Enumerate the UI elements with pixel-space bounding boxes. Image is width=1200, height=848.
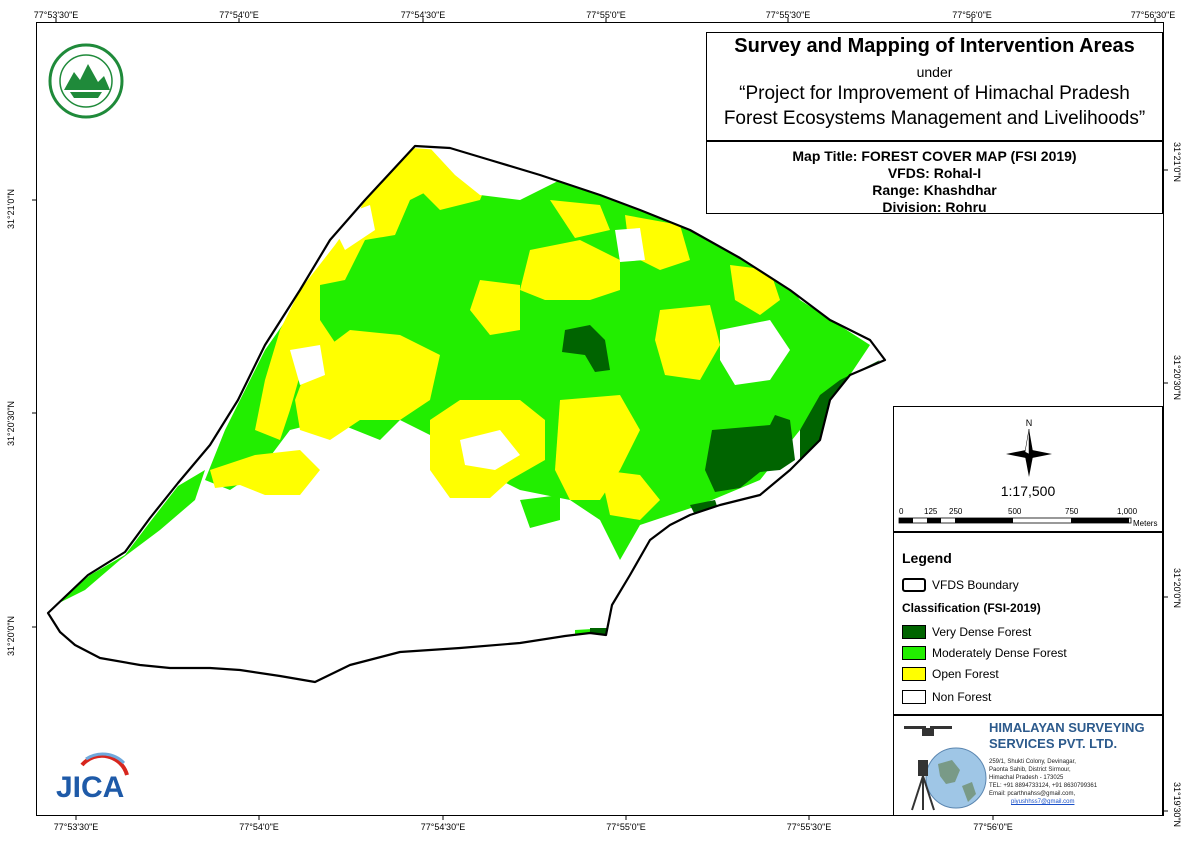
legend-box: Legend VFDS Boundary Classification (FSI… bbox=[893, 532, 1163, 715]
scale-ratio: 1:17,500 bbox=[1000, 483, 1056, 499]
scale-tick-label: 0 bbox=[899, 507, 904, 516]
title-under: under bbox=[916, 64, 953, 80]
company-address: 259/1, Shukti Colony, Devinagar, Paonta … bbox=[989, 758, 1097, 806]
vfds-boundary bbox=[46, 144, 887, 684]
lon-tick-label: 77°54'30"E bbox=[420, 822, 466, 832]
scale-tick-label: 125 bbox=[924, 507, 938, 516]
forest-cover-map[interactable] bbox=[37, 23, 1163, 815]
legend-label: Non Forest bbox=[932, 690, 992, 704]
legend-label: Moderately Dense Forest bbox=[932, 646, 1067, 660]
lon-tick-label: 77°55'0"E bbox=[606, 822, 646, 832]
lat-tick-label: 31°21'0"N bbox=[6, 188, 16, 229]
company-name: HIMALAYAN SURVEYING SERVICES PVT. LTD. bbox=[989, 720, 1145, 752]
company-box: HIMALAYAN SURVEYING SERVICES PVT. LTD. 2… bbox=[893, 715, 1163, 816]
lon-tick-label: 77°54'0"E bbox=[219, 10, 259, 20]
company-name-line-1: HIMALAYAN SURVEYING bbox=[989, 720, 1145, 735]
company-email-2[interactable]: piyushhss7@gmail.com bbox=[1011, 799, 1075, 805]
project-title-line-1: “Project for Improvement of Himachal Pra… bbox=[739, 83, 1130, 104]
non-forest-swatch bbox=[902, 690, 926, 704]
lon-tick-label: 77°54'0"E bbox=[239, 822, 279, 832]
very-dense-forest-area bbox=[562, 325, 880, 640]
address-line: 259/1, Shukti Colony, Devinagar, bbox=[989, 759, 1076, 765]
scale-tick-label: 750 bbox=[1065, 507, 1079, 516]
company-phone: TEL: +91 8894733124, +91 8630799361 bbox=[989, 783, 1098, 789]
division-name: Division: Rohru bbox=[882, 199, 987, 215]
lat-tick-label: 31°20'30"N bbox=[6, 400, 16, 446]
title-box: Survey and Mapping of Intervention Areas… bbox=[706, 32, 1163, 141]
legend-label: Very Dense Forest bbox=[932, 625, 1032, 639]
scale-bar: 0 125 250 500 750 1,000 Meters bbox=[898, 507, 1157, 528]
scale-box: N 1:17,500 0 125 250 500 750 1,000 Meter… bbox=[893, 406, 1163, 532]
map-title: Map Title: FOREST COVER MAP (FSI 2019) bbox=[792, 148, 1077, 164]
forest-department-logo bbox=[48, 43, 124, 119]
lon-tick-label: 77°54'30"E bbox=[400, 10, 446, 20]
company-logo bbox=[904, 726, 987, 811]
very-dense-swatch bbox=[902, 625, 926, 639]
project-title-line-2: Forest Ecosystems Management and Livelih… bbox=[723, 108, 1146, 129]
open-forest-swatch bbox=[902, 667, 926, 681]
map-info-box: Map Title: FOREST COVER MAP (FSI 2019) V… bbox=[706, 141, 1163, 215]
legend-label: Open Forest bbox=[932, 667, 999, 681]
lon-tick-label: 77°53'30"E bbox=[53, 822, 99, 832]
svg-text:JICA: JICA bbox=[56, 771, 124, 804]
scale-tick-label: 1,000 bbox=[1117, 507, 1138, 516]
north-label: N bbox=[1026, 418, 1033, 428]
range-name: Range: Khashdhar bbox=[872, 182, 997, 198]
moderately-dense-swatch bbox=[902, 646, 926, 660]
main-title: Survey and Mapping of Intervention Areas bbox=[734, 35, 1135, 57]
boundary-swatch bbox=[902, 578, 926, 592]
lat-tick-label: 31°21'0"N bbox=[1172, 142, 1182, 183]
classification-title: Classification (FSI-2019) bbox=[902, 601, 1041, 615]
scale-unit: Meters bbox=[1133, 519, 1157, 528]
lon-tick-label: 77°55'30"E bbox=[786, 822, 832, 832]
lat-tick-label: 31°19'30"N bbox=[1172, 782, 1182, 828]
address-line: Paonta Sahib, District Sirmour, bbox=[989, 767, 1071, 773]
lon-tick-label: 77°55'30"E bbox=[765, 10, 811, 20]
jica-logo: JICA bbox=[56, 752, 129, 804]
address-line: Himachal Pradesh - 173025 bbox=[989, 775, 1064, 781]
scale-tick-label: 250 bbox=[949, 507, 963, 516]
vfds-name: VFDS: Rohal-I bbox=[887, 165, 982, 181]
lon-tick-label: 77°56'30"E bbox=[1130, 10, 1176, 20]
lat-tick-label: 31°20'0"N bbox=[1172, 568, 1182, 609]
scale-tick-label: 500 bbox=[1008, 507, 1022, 516]
lon-tick-label: 77°55'0"E bbox=[586, 10, 626, 20]
lon-tick-label: 77°56'0"E bbox=[952, 10, 992, 20]
legend-title: Legend bbox=[902, 550, 952, 566]
company-email-1[interactable]: Email: pcarthnahss@gmail.com, bbox=[989, 791, 1076, 797]
legend-label: VFDS Boundary bbox=[932, 578, 1019, 592]
map-neatline bbox=[36, 22, 1164, 816]
compass-rose-icon: N bbox=[1006, 418, 1052, 477]
lon-tick-label: 77°56'0"E bbox=[973, 822, 1013, 832]
lon-tick-label: 77°53'30"E bbox=[33, 10, 79, 20]
lat-tick-label: 31°20'30"N bbox=[1172, 355, 1182, 401]
company-name-line-2: SERVICES PVT. LTD. bbox=[989, 736, 1118, 751]
lat-tick-label: 31°20'0"N bbox=[6, 615, 16, 656]
